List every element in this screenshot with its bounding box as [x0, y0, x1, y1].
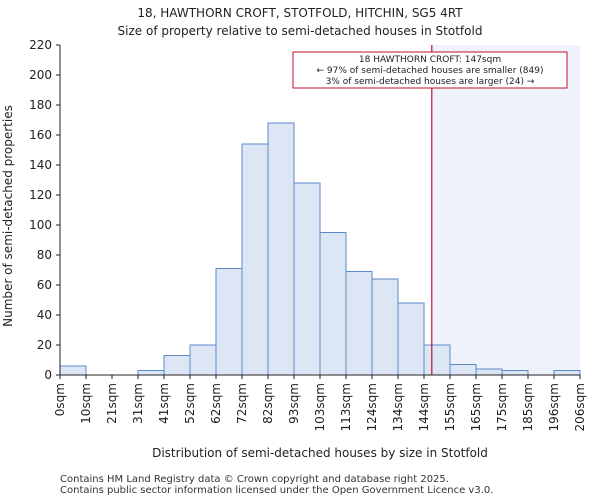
footer-line-1: Contains HM Land Registry data © Crown c…: [60, 474, 449, 485]
bar-134sqm: [397, 302, 425, 376]
y-tick-label: 60: [37, 278, 52, 292]
bar-103sqm: [319, 232, 347, 376]
chart-subtitle: Size of property relative to semi-detach…: [117, 24, 483, 38]
annotation-border: [292, 51, 568, 89]
bar-175sqm: [501, 370, 529, 376]
x-tick-label: 134sqm: [391, 383, 405, 431]
y-tick-label: 80: [37, 248, 52, 262]
bar-144sqm: [423, 344, 451, 376]
bar-0sqm: [59, 365, 87, 376]
y-tick-label: 220: [29, 38, 52, 52]
x-tick-label: 41sqm: [157, 383, 171, 424]
x-tick-label: 124sqm: [365, 383, 379, 431]
x-tick-label: 103sqm: [313, 383, 327, 431]
bar-62sqm: [215, 268, 243, 376]
bar-113sqm: [345, 271, 373, 376]
annotation-line-2: ← 97% of semi-detached houses are smalle…: [317, 66, 544, 76]
bar-31sqm: [137, 370, 165, 376]
x-tick-label: 144sqm: [417, 383, 431, 431]
x-tick-label: 62sqm: [209, 383, 223, 424]
x-tick-label: 82sqm: [261, 383, 275, 424]
x-tick-label: 175sqm: [495, 383, 509, 431]
y-tick-label: 160: [29, 128, 52, 142]
x-tick-label: 165sqm: [469, 383, 483, 431]
x-axis-label: Distribution of semi-detached houses by …: [152, 446, 488, 460]
y-axis-label: Number of semi-detached properties: [1, 105, 15, 327]
y-tick-label: 200: [29, 68, 52, 82]
footer-line-2: Contains public sector information licen…: [60, 485, 494, 496]
y-tick-label: 0: [44, 368, 52, 382]
chart-title: 18, HAWTHORN CROFT, STOTFOLD, HITCHIN, S…: [137, 6, 463, 20]
bar-165sqm: [475, 368, 503, 376]
x-tick-label: 196sqm: [547, 383, 561, 431]
x-tick-label: 93sqm: [287, 383, 301, 424]
x-tick-label: 0sqm: [53, 383, 67, 416]
annotation-line-1: 18 HAWTHORN CROFT: 147sqm: [359, 55, 501, 65]
bar-series: [59, 122, 581, 376]
x-tick-label: 72sqm: [235, 383, 249, 424]
bar-52sqm: [189, 344, 217, 376]
bar-93sqm: [293, 182, 321, 376]
x-tick-label: 31sqm: [131, 383, 145, 424]
y-tick-label: 20: [37, 338, 52, 352]
y-tick-label: 140: [29, 158, 52, 172]
annotation-line-3: 3% of semi-detached houses are larger (2…: [326, 77, 535, 87]
bar-124sqm: [371, 278, 399, 376]
y-tick-label: 100: [29, 218, 52, 232]
x-axis-ticks: 0sqm 10sqm 21sqm 31sqm 41sqm 52sqm 62sqm 72sqm 8…: [53, 375, 587, 431]
bar-155sqm: [449, 364, 477, 376]
bar-82sqm: [267, 122, 295, 376]
x-tick-label: 185sqm: [521, 383, 535, 431]
bar-41sqm: [163, 355, 191, 376]
bar-72sqm: [241, 143, 269, 376]
y-axis-ticks: 0 20 40 60 80 100 120 140 160 180 200 220: [29, 38, 60, 382]
x-tick-label: 21sqm: [105, 383, 119, 424]
x-tick-label: 155sqm: [443, 383, 457, 431]
bar-196sqm: [553, 370, 581, 376]
x-tick-label: 10sqm: [79, 383, 93, 424]
y-tick-label: 120: [29, 188, 52, 202]
annotation-box: 18 HAWTHORN CROFT: 147sqm ← 97% of semi-…: [292, 51, 568, 89]
y-tick-label: 180: [29, 98, 52, 112]
x-tick-label: 52sqm: [183, 383, 197, 424]
larger-properties-shading: [431, 45, 580, 375]
x-tick-label: 206sqm: [573, 383, 587, 431]
x-tick-label: 113sqm: [339, 383, 353, 431]
y-tick-label: 40: [37, 308, 52, 322]
